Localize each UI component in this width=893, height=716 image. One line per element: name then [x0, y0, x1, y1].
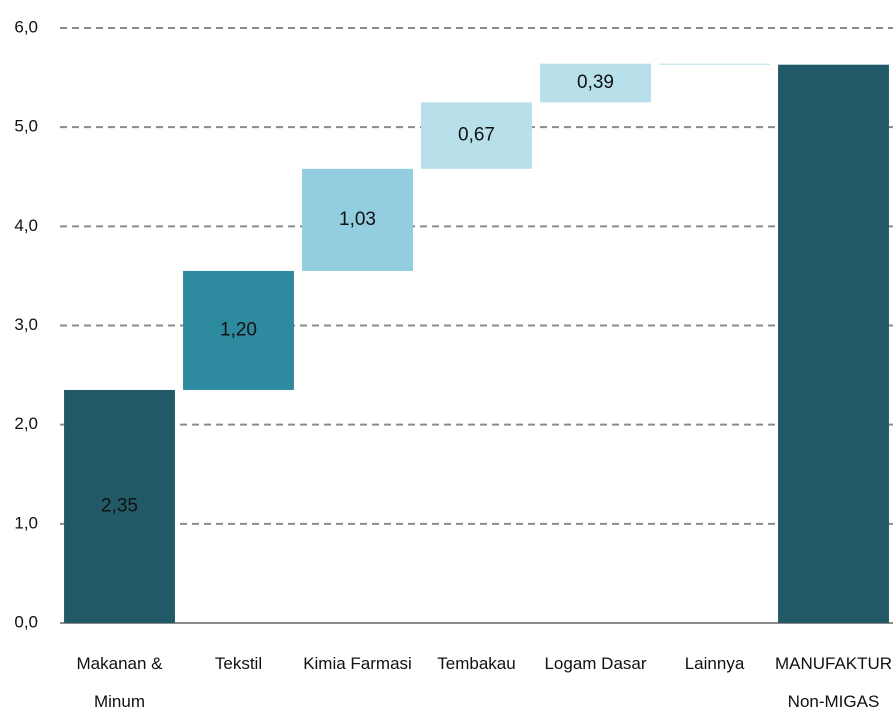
bar	[778, 64, 889, 624]
y-tick-label: 0,0	[14, 612, 38, 631]
x-tick-label-line: MANUFAKTUR	[775, 654, 892, 673]
x-tick-label-line: Lainnya	[685, 654, 745, 673]
bar	[659, 63, 770, 65]
value-label: 0,67	[458, 125, 495, 146]
bar	[540, 63, 651, 103]
x-tick-label-line: Kimia Farmasi	[303, 654, 412, 673]
x-tick-label: Lainnya	[685, 654, 745, 673]
x-tick-label: Logam Dasar	[544, 654, 646, 673]
y-tick-label: 3,0	[14, 315, 38, 334]
value-label: 1,03	[339, 209, 376, 230]
x-tick-label-line: Tembakau	[437, 654, 515, 673]
x-tick-label-line: Logam Dasar	[544, 654, 646, 673]
y-tick-label: 1,0	[14, 513, 38, 532]
x-tick-label-line: Minum	[94, 692, 145, 711]
x-tick-label: MANUFAKTUR Non-MIGAS	[775, 654, 892, 711]
value-label: 0,39	[577, 72, 614, 93]
y-tick-label: 6,0	[14, 17, 38, 36]
bar	[64, 389, 175, 623]
bar	[421, 102, 532, 169]
y-tick-label: 4,0	[14, 216, 38, 235]
x-tick-label: Tembakau	[437, 654, 515, 673]
x-tick-label-line: Tekstil	[215, 654, 262, 673]
x-tick-label: Tekstil	[215, 654, 262, 673]
x-tick-label: Makanan & Minum	[77, 654, 164, 711]
x-tick-label-line: Makanan &	[77, 654, 164, 673]
x-tick-label: Kimia Farmasi	[303, 654, 412, 673]
bar	[183, 270, 294, 390]
y-tick-label: 2,0	[14, 414, 38, 433]
value-label: 1,20	[220, 319, 257, 340]
value-label: 2,35	[101, 495, 138, 516]
bar	[302, 168, 413, 271]
x-tick-label-line: Non-MIGAS	[788, 692, 880, 711]
y-tick-label: 5,0	[14, 117, 38, 136]
